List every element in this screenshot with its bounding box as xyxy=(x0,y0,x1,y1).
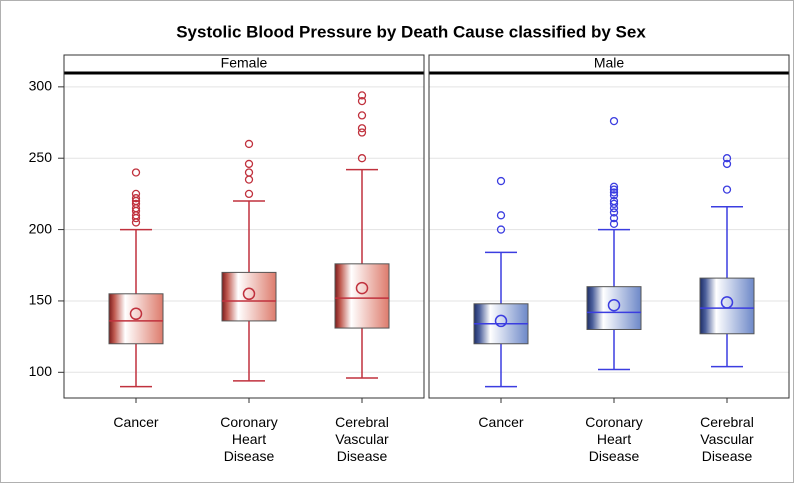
outlier xyxy=(357,91,367,100)
panel-border xyxy=(63,54,425,399)
outlier xyxy=(244,159,254,169)
mean xyxy=(129,307,143,321)
outlier xyxy=(131,194,141,203)
outlier xyxy=(609,214,619,223)
outlier xyxy=(609,208,619,217)
y-tick-label: 250 xyxy=(29,149,53,165)
outlier xyxy=(609,196,619,206)
x-tick-label: Coronary Heart Disease xyxy=(220,414,278,464)
panel-label: Female xyxy=(221,55,268,71)
outlier xyxy=(609,182,619,191)
y-tick-label: 200 xyxy=(29,220,53,236)
y-tick-label: 100 xyxy=(29,363,53,379)
y-tick-label: 150 xyxy=(29,292,53,308)
mean xyxy=(607,298,621,312)
x-tick-label: Cancer xyxy=(113,414,159,430)
box xyxy=(699,277,755,335)
outlier xyxy=(609,185,619,194)
outlier xyxy=(609,199,619,209)
mean xyxy=(242,287,256,301)
box xyxy=(334,263,390,329)
panel-label: Male xyxy=(594,55,625,71)
outlier xyxy=(244,139,254,149)
outlier xyxy=(609,116,619,126)
outlier xyxy=(357,124,367,133)
chart-title: Systolic Blood Pressure by Death Cause c… xyxy=(176,22,646,41)
outlier xyxy=(244,175,254,184)
outlier xyxy=(609,188,619,197)
outlier xyxy=(722,185,732,194)
outlier xyxy=(357,154,367,163)
outlier xyxy=(131,168,141,177)
x-tick-label: Cerebral Vascular Disease xyxy=(335,414,389,464)
outlier xyxy=(496,225,506,234)
mean xyxy=(494,314,508,328)
outlier xyxy=(357,128,367,137)
x-tick-label: Coronary Heart Disease xyxy=(585,414,643,464)
y-tick-label: 300 xyxy=(29,78,53,94)
x-tick-label: Cerebral Vascular Disease xyxy=(700,414,754,464)
outlier xyxy=(722,154,732,163)
outlier xyxy=(722,159,732,169)
outlier xyxy=(357,96,367,106)
outlier xyxy=(131,189,141,199)
outlier xyxy=(244,168,254,177)
outlier xyxy=(609,191,619,200)
mean xyxy=(355,281,369,295)
box xyxy=(586,286,642,330)
outlier xyxy=(496,176,506,186)
outlier xyxy=(244,189,254,199)
box xyxy=(221,271,277,322)
x-tick-label: Cancer xyxy=(478,414,524,430)
outlier xyxy=(131,199,141,209)
outlier xyxy=(609,219,619,229)
outlier xyxy=(357,111,367,120)
panel-border xyxy=(428,54,790,399)
mean xyxy=(720,296,734,309)
outlier xyxy=(496,211,506,220)
